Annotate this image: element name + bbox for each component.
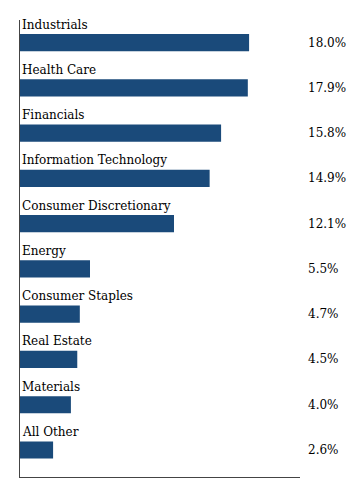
svg-text:Industrials: Industrials bbox=[22, 18, 88, 32]
svg-text:15.8%: 15.8% bbox=[308, 126, 346, 140]
svg-text:Consumer Discretionary: Consumer Discretionary bbox=[22, 199, 171, 213]
svg-text:4.0%: 4.0% bbox=[308, 398, 339, 412]
svg-text:Financials: Financials bbox=[22, 108, 84, 122]
svg-text:18.0%: 18.0% bbox=[308, 36, 346, 50]
svg-text:Information Technology: Information Technology bbox=[22, 153, 167, 167]
svg-text:All Other: All Other bbox=[22, 425, 79, 439]
svg-text:14.9%: 14.9% bbox=[308, 171, 346, 185]
svg-text:12.1%: 12.1% bbox=[308, 217, 346, 231]
svg-text:5.5%: 5.5% bbox=[308, 262, 339, 276]
svg-text:4.5%: 4.5% bbox=[308, 352, 339, 366]
svg-text:Energy: Energy bbox=[22, 244, 66, 258]
svg-text:4.7%: 4.7% bbox=[308, 307, 339, 321]
svg-text:Consumer Staples: Consumer Staples bbox=[22, 289, 133, 303]
svg-text:2.6%: 2.6% bbox=[308, 443, 339, 457]
svg-text:Materials: Materials bbox=[22, 380, 80, 394]
svg-text:17.9%: 17.9% bbox=[308, 81, 346, 95]
svg-text:Real Estate: Real Estate bbox=[22, 334, 92, 348]
svg-text:Health Care: Health Care bbox=[22, 63, 96, 77]
